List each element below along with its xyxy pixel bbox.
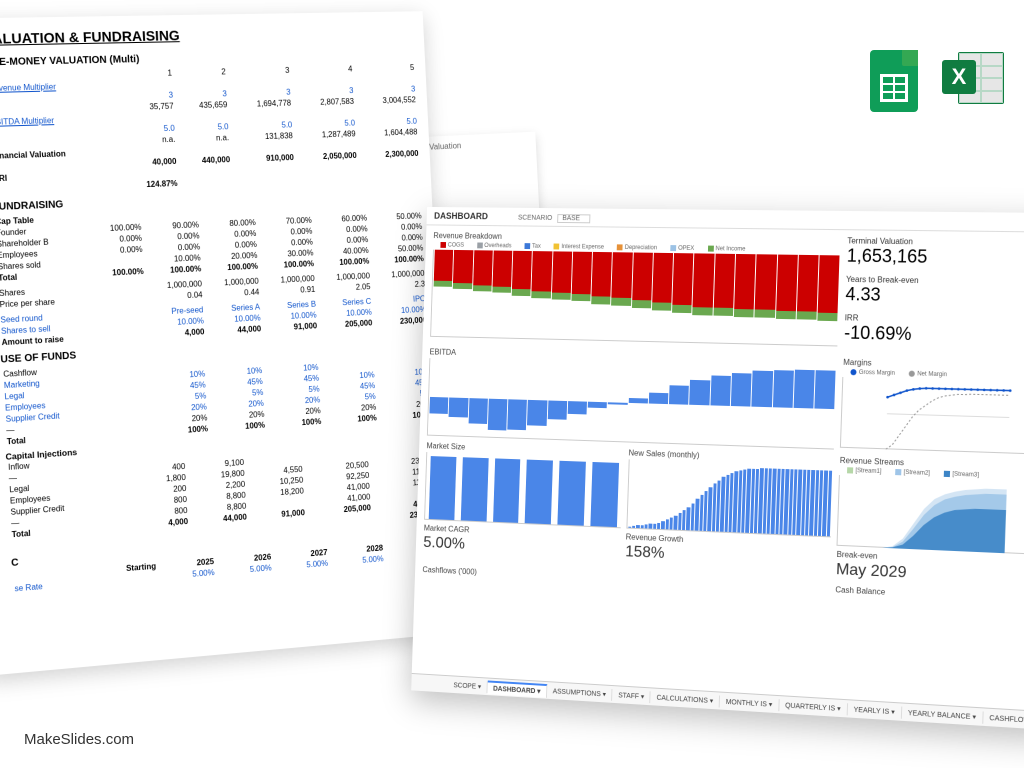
- kpi-breakeven: Years to Break-even 4.33: [845, 275, 1024, 310]
- google-sheets-icon: [870, 50, 918, 112]
- tab-yearly is[interactable]: YEARLY IS ▾: [847, 703, 902, 718]
- valuation-spreadsheet: VALUATION & FUNDRAISING PRE-MONEY VALUAT…: [0, 11, 454, 676]
- tab-quarterly is[interactable]: QUARTERLY IS ▾: [779, 699, 848, 715]
- tab-calculations[interactable]: CALCULATIONS ▾: [651, 691, 720, 707]
- sheet-title: VALUATION & FUNDRAISING: [0, 23, 415, 47]
- scenario-label: SCENARIO BASE: [518, 215, 591, 223]
- tab-monthly is[interactable]: MONTHLY IS ▾: [720, 695, 780, 711]
- excel-icon: X: [942, 50, 1004, 106]
- cashbalance-title: Cash Balance: [835, 585, 1024, 605]
- sales-chart: [626, 459, 833, 537]
- kpi-terminal: Terminal Valuation 1,653,165: [846, 236, 1024, 270]
- ebitda-chart: [427, 358, 837, 449]
- rev-chart: [430, 249, 841, 346]
- premoney-table: 12345Revenue Multiplier3333335,757435,65…: [0, 62, 422, 196]
- tab-staff[interactable]: STAFF ▾: [612, 689, 651, 703]
- streams-chart: [837, 475, 1024, 555]
- dashboard-spreadsheet: DASHBOARD SCENARIO BASE Revenue Breakdow…: [411, 207, 1024, 730]
- tab-scope[interactable]: SCOPE ▾: [448, 679, 488, 693]
- tab-assumptions[interactable]: ASSUMPTIONS ▾: [547, 685, 613, 701]
- sheet-tabs[interactable]: SCOPE ▾DASHBOARD ▾ASSUMPTIONS ▾STAFF ▾CA…: [411, 673, 1024, 730]
- tab-cashflow[interactable]: CASHFLOW ▾: [983, 711, 1024, 727]
- margins-chart: [840, 377, 1024, 455]
- market-chart: [424, 452, 623, 528]
- kpi-irr: IRR -10.69%: [844, 313, 1024, 348]
- tab-dashboard[interactable]: DASHBOARD ▾: [487, 680, 547, 697]
- tab-yearly balance[interactable]: YEARLY BALANCE ▾: [902, 706, 984, 723]
- cap-table: Cap TableFounder100.00%90.00%80.00%70.00…: [0, 200, 429, 349]
- brand-watermark: MakeSlides.com: [24, 731, 134, 748]
- dashboard-title: DASHBOARD: [434, 211, 488, 221]
